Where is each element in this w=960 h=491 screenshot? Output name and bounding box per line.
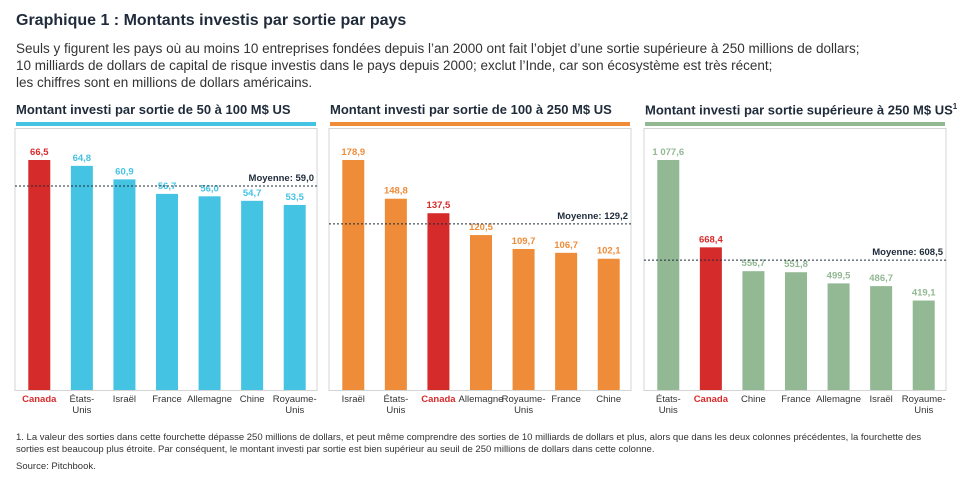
data-label: 486,7 <box>869 273 893 284</box>
plot-frame <box>328 128 632 391</box>
bar <box>657 160 680 390</box>
data-label: 137,5 <box>427 200 451 211</box>
data-label: 56,0 <box>200 183 219 194</box>
category-label: Chine <box>741 394 766 405</box>
bar-chart-100-250: 178,9 Israël 148,8 États-Unis 137,5 Canada 120… <box>328 128 632 416</box>
data-label: 556,7 <box>742 258 766 269</box>
footnote: 1. La valeur des sorties dans cette four… <box>16 432 922 455</box>
panel-title: Montant investi par sortie supérieure à … <box>645 102 957 120</box>
data-label: 499,5 <box>827 270 851 281</box>
average-label: Moyenne: 129,2 <box>557 211 628 222</box>
subtitle-line: les chiffres sont en millions de dollars… <box>16 75 313 90</box>
average-label: Moyenne: 59,0 <box>249 173 314 184</box>
bar <box>28 160 51 390</box>
bar <box>283 204 306 390</box>
bar <box>241 200 264 390</box>
bar <box>384 198 407 390</box>
category-label: Chine <box>596 394 621 405</box>
bar <box>870 286 893 390</box>
category-label: Royaume-Unis <box>273 394 317 416</box>
plot-frame <box>643 128 947 391</box>
bar <box>198 196 221 390</box>
panel-rule <box>645 122 945 126</box>
data-label: 668,4 <box>699 234 723 245</box>
category-label: Canada <box>22 394 57 405</box>
category-label: Israël <box>342 394 365 405</box>
bar <box>512 248 535 390</box>
category-label: Royaume-Unis <box>502 394 546 416</box>
category-label: Allemagne <box>187 394 232 405</box>
source-note: Source: Pitchbook. <box>16 461 96 472</box>
data-label: 178,9 <box>341 147 365 158</box>
category-label: États-Unis <box>383 394 408 416</box>
panel-50-100: Montant investi par sortie de 50 à 100 M… <box>16 102 316 126</box>
chart-title: Graphique 1 : Montants investis par sort… <box>16 12 407 29</box>
data-label: 120,5 <box>469 222 493 233</box>
category-label: Allemagne <box>459 394 504 405</box>
panel-title: Montant investi par sortie de 50 à 100 M… <box>16 102 316 120</box>
plot-frame <box>14 128 318 391</box>
data-label: 109,7 <box>512 236 536 247</box>
category-label: Royaume-Unis <box>902 394 946 416</box>
data-label: 66,5 <box>30 147 49 158</box>
category-label: France <box>152 394 182 405</box>
category-label: Canada <box>694 394 729 405</box>
bar <box>555 252 578 390</box>
category-label: Israël <box>870 394 893 405</box>
category-label: France <box>781 394 811 405</box>
category-label: États-Unis <box>69 394 94 416</box>
data-label: 102,1 <box>597 246 621 257</box>
data-label: 551,8 <box>784 259 808 270</box>
chart-subtitle: Seuls y figurent les pays où au moins 10… <box>16 40 946 91</box>
panel-title-text: Montant investi par sortie de 50 à 100 M… <box>16 102 291 117</box>
subtitle-line: Seuls y figurent les pays où au moins 10… <box>16 41 860 56</box>
panel-100-250: Montant investi par sortie de 100 à 250 … <box>330 102 630 126</box>
category-label: États-Unis <box>656 394 681 416</box>
data-label: 106,7 <box>554 240 578 251</box>
bar <box>113 179 136 390</box>
bar <box>785 272 807 390</box>
data-label: 64,8 <box>73 153 92 164</box>
data-label: 419,1 <box>912 288 936 299</box>
bar-chart-250-plus: 1 077,6 États-Unis 668,4 Canada 556,7 Chine 55… <box>643 128 947 416</box>
bar <box>427 213 450 390</box>
bar <box>156 193 178 390</box>
bar <box>342 160 365 390</box>
category-label: Chine <box>240 394 265 405</box>
category-label: France <box>551 394 581 405</box>
category-label: Allemagne <box>816 394 861 405</box>
panel-250-plus: Montant investi par sortie supérieure à … <box>645 102 957 126</box>
panel-rule <box>16 122 316 126</box>
bar <box>597 258 620 390</box>
panel-title-text: Montant investi par sortie supérieure à … <box>645 102 953 118</box>
data-label: 53,5 <box>285 192 304 203</box>
bar <box>699 247 722 390</box>
bar <box>742 271 765 390</box>
category-label: Israël <box>113 394 136 405</box>
bar <box>470 235 492 390</box>
data-label: 148,8 <box>384 186 408 197</box>
bar <box>827 283 850 390</box>
panel-title: Montant investi par sortie de 100 à 250 … <box>330 102 630 120</box>
panel-title-text: Montant investi par sortie de 100 à 250 … <box>330 102 612 117</box>
footnote-marker: 1 <box>952 102 958 111</box>
data-label: 54,7 <box>243 188 262 199</box>
bar-chart-50-100: 66,5Canada64,8États-Unis60,9Israël56,7Fr… <box>14 128 318 416</box>
panel-rule <box>330 122 630 126</box>
subtitle-line: 10 milliards de dollars de capital de ri… <box>16 58 773 73</box>
data-label: 1 077,6 <box>652 147 684 158</box>
bar <box>912 300 935 390</box>
data-label: 60,9 <box>115 166 134 177</box>
bar <box>70 165 93 390</box>
category-label: Canada <box>421 394 456 405</box>
average-label: Moyenne: 608,5 <box>872 247 943 258</box>
